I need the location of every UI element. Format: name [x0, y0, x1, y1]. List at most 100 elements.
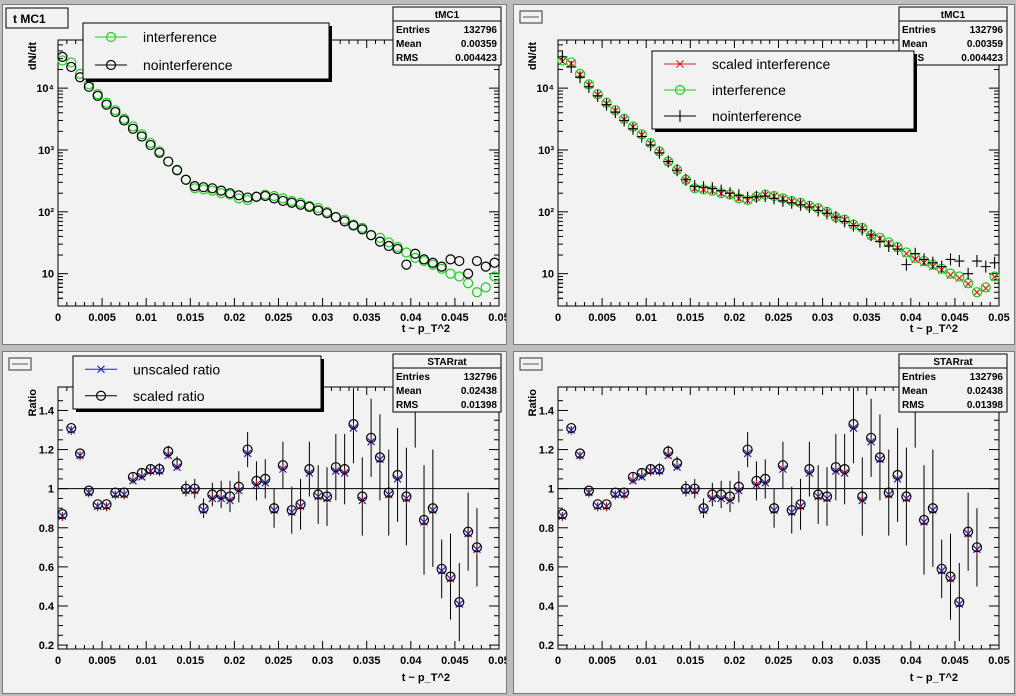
- series-1-point-circle-marker: [154, 464, 165, 475]
- legend-1-circle-marker: [674, 84, 686, 96]
- series-2-point-plus-marker: [627, 122, 638, 135]
- x-tick-label: 0.015: [677, 655, 705, 667]
- x-tick-label: 0.035: [853, 312, 881, 324]
- stats-name: STARrat: [427, 357, 467, 368]
- stats-label: Entries: [902, 372, 936, 383]
- series-2-point-plus-marker: [777, 194, 788, 207]
- series-1-point-circle-marker: [66, 61, 77, 73]
- series-2-point-plus-marker: [945, 253, 956, 266]
- series-1-point-circle-marker: [963, 526, 974, 537]
- series-1-point-circle-marker: [427, 503, 438, 514]
- series-2-point-plus-marker: [901, 258, 912, 271]
- y-tick-label: 0.4: [539, 601, 555, 613]
- y-tick-label: 0.2: [39, 640, 54, 652]
- series-2-point-plus-marker: [636, 130, 647, 143]
- legend-1-circle-marker: [95, 390, 107, 401]
- stats-box: [898, 353, 1008, 413]
- series-2-point-plus-marker: [883, 240, 894, 253]
- x-tick-label: 0.01: [135, 312, 156, 324]
- x-tick-label: 0.05: [988, 655, 1009, 667]
- series-1-point-circle-marker: [427, 257, 438, 268]
- pad-bottom-left[interactable]: 0 0.005 0.01 0.015 0.02 0.025 0.03 0.035 0.04 0.0…: [2, 351, 507, 694]
- legend-label: scaled interference: [712, 56, 831, 72]
- x-tick-label: 0: [555, 312, 561, 324]
- series-1-point-circle-marker: [839, 464, 850, 475]
- series-0-point-x-marker: [990, 273, 999, 282]
- series-1-point-circle-marker: [619, 487, 630, 498]
- series-1-point-circle-marker: [454, 596, 465, 608]
- y-tick-label: 10: [542, 269, 554, 281]
- x-tick-label: 0.05: [488, 655, 506, 667]
- series-0-point-circle-marker: [445, 268, 456, 279]
- pad-top-right[interactable]: 0 0.005 0.01 0.015 0.02 0.025 0.03 0.035 0.04 0.0…: [513, 4, 1015, 345]
- x-axis-label: t ~ p_T^2: [910, 323, 958, 335]
- series-1-point-circle-marker: [945, 268, 956, 279]
- series-1-point-circle-marker: [224, 491, 236, 502]
- y-axis-label: dN/dt: [527, 42, 539, 70]
- series-2-point-plus-marker: [610, 106, 621, 119]
- x-tick-label: 0.035: [353, 655, 381, 667]
- stats-label: Mean: [396, 39, 422, 50]
- series-1-point-circle-marker: [383, 240, 394, 252]
- y-tick-label: 10³: [38, 145, 54, 157]
- x-tick-label: 0.025: [765, 312, 793, 324]
- series-1-point-circle-marker: [760, 473, 771, 484]
- stats-label: RMS: [396, 400, 419, 411]
- pad-top-left[interactable]: 0 0.005 0.01 0.015 0.02 0.025 0.03 0.035 0.04 0.0…: [2, 4, 507, 345]
- pad-bottom-right[interactable]: 0 0.005 0.01 0.015 0.02 0.025 0.03 0.035 0.04 0.0…: [513, 351, 1015, 694]
- series-1-point-circle-marker: [136, 467, 147, 479]
- y-tick-label: 1: [548, 484, 554, 496]
- series-2-point-plus-marker: [830, 211, 841, 224]
- series-1-point-circle-marker: [127, 123, 139, 134]
- series-2-point-plus-marker: [839, 215, 850, 228]
- stats-label: RMS: [902, 400, 925, 411]
- series-2-point-plus-marker: [822, 207, 833, 220]
- x-tick-label: 0.02: [224, 655, 245, 667]
- x-tick-label: 0.05: [988, 312, 1009, 324]
- x-tick-label: 0: [55, 312, 61, 324]
- series-1-point-circle-marker: [295, 499, 306, 510]
- x-tick-label: 0.045: [441, 312, 469, 324]
- series-1-point-circle-marker: [242, 444, 253, 455]
- y-axis-label: Ratio: [527, 389, 539, 417]
- stats-label: Mean: [396, 386, 422, 397]
- series-1-point-circle-marker: [57, 508, 68, 520]
- y-tick-label: 0.4: [39, 601, 55, 613]
- series-1-point-circle-marker: [777, 460, 789, 471]
- legend-box: [72, 355, 322, 410]
- series-1-point-circle-marker: [901, 491, 912, 502]
- series-1-point-circle-marker: [357, 491, 368, 502]
- x-tick-label: 0.01: [135, 655, 156, 667]
- series-1-point-circle-marker: [733, 481, 744, 492]
- series-1-point-circle-marker: [383, 487, 394, 498]
- series-1-point-circle-marker: [401, 491, 412, 502]
- x-tick-label: 0.005: [588, 655, 616, 667]
- stats-value: 132796: [464, 25, 498, 36]
- series-1-point-circle-marker: [786, 505, 797, 516]
- y-tick-label: 10: [42, 269, 54, 281]
- series-1-point-circle-marker: [374, 236, 386, 247]
- series-2-point-plus-marker: [874, 235, 885, 248]
- series-1-point-circle-marker: [804, 464, 815, 475]
- series-2-point-plus-marker: [848, 219, 859, 232]
- x-tick-label: 0.05: [488, 312, 506, 324]
- y-tick-label: 10²: [538, 207, 554, 219]
- y-axis-label: dN/dt: [27, 42, 39, 70]
- x-tick-label: 0.045: [441, 655, 469, 667]
- stats-value: 0.01398: [967, 400, 1004, 411]
- series-1-point-circle-marker: [857, 491, 868, 502]
- series-1-point-circle-marker: [321, 491, 333, 502]
- series-2-point-plus-marker: [707, 182, 718, 195]
- x-tick-label: 0: [55, 655, 61, 667]
- series-1-point-circle-marker: [357, 224, 368, 235]
- series-1-point-circle-marker: [671, 458, 683, 469]
- series-2-point-plus-marker: [795, 198, 806, 211]
- legend-0-x-marker: [676, 60, 684, 68]
- series-1-point-circle-marker: [171, 165, 183, 176]
- series-1-point-circle-marker: [795, 499, 806, 510]
- series-1-point-circle-marker: [401, 259, 412, 270]
- series-1-point-circle-marker: [277, 460, 289, 471]
- y-tick-label: 10³: [538, 145, 554, 157]
- y-tick-label: 1: [48, 484, 54, 496]
- series-1-point-circle-marker: [330, 212, 341, 223]
